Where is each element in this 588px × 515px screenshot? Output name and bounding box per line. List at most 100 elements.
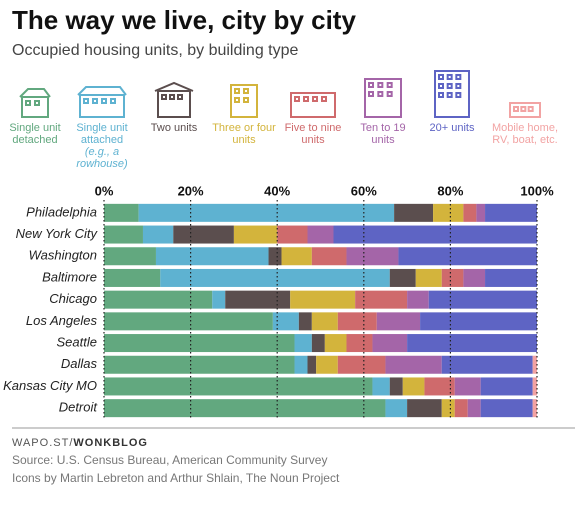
- bar-segment: [441, 268, 464, 287]
- bar-segment: [104, 247, 156, 266]
- bar-segment: [532, 377, 537, 396]
- bar-segment: [454, 377, 481, 396]
- icon-window: [101, 98, 107, 104]
- y-tick-label: Seattle: [57, 334, 97, 349]
- icon-window: [83, 98, 89, 104]
- bar-segment: [337, 312, 377, 331]
- icon-window: [455, 74, 462, 80]
- bar-segment: [476, 203, 486, 222]
- legend-icon: [154, 81, 194, 118]
- icon-body: [230, 84, 258, 118]
- bar-segment: [311, 247, 347, 266]
- y-tick-label: Chicago: [49, 291, 97, 306]
- footer-source: Source: U.S. Census Bureau, American Com…: [12, 453, 327, 467]
- bar-segment: [155, 247, 269, 266]
- bar-segment: [407, 334, 537, 353]
- bar-segment: [104, 355, 295, 374]
- icon-roof: [19, 88, 51, 98]
- legend-icon: [19, 88, 51, 118]
- bar-segment: [104, 203, 139, 222]
- bar-segment: [441, 399, 455, 418]
- bar-segment: [376, 312, 421, 331]
- bar-segment: [480, 399, 533, 418]
- legend-icon: [290, 92, 336, 118]
- icon-body: [157, 90, 191, 118]
- bar-segment: [233, 225, 278, 244]
- icon-window: [527, 106, 534, 112]
- bar-segment: [346, 247, 399, 266]
- legend-icon: [434, 70, 470, 118]
- legend-item: Ten to 19 units: [348, 122, 418, 146]
- bar-segment: [104, 399, 386, 418]
- legend-icon: [364, 78, 402, 118]
- bar-segment: [385, 355, 442, 374]
- icon-window: [446, 83, 453, 89]
- icon-window: [520, 106, 527, 112]
- bar-segment: [424, 377, 455, 396]
- icon-window: [243, 97, 249, 103]
- icon-window: [386, 82, 393, 88]
- icon-window: [438, 92, 444, 98]
- legend-note: (e.g., a rowhouse): [76, 146, 128, 170]
- bar-segment: [311, 334, 325, 353]
- chart-title: The way we live, city by city: [12, 5, 356, 35]
- footer-credits: Icons by Martin Lebreton and Arthur Shla…: [12, 471, 340, 485]
- x-tick-label: 20%: [178, 183, 204, 198]
- bar-segment: [420, 312, 537, 331]
- bar-segment: [415, 268, 442, 287]
- bar-segment: [407, 290, 429, 309]
- legend-label: Ten to 19 units: [360, 122, 406, 146]
- icon-body: [509, 102, 541, 118]
- icon-window: [243, 88, 249, 94]
- icon-window: [513, 106, 519, 112]
- bar-segment: [467, 399, 481, 418]
- bar-segment: [402, 377, 425, 396]
- bar-segment: [268, 247, 282, 266]
- bar-segment: [212, 290, 226, 309]
- icon-window: [25, 100, 31, 106]
- bar-segment: [355, 290, 408, 309]
- legend-label: Mobile home, RV, boat, etc.: [491, 122, 559, 146]
- icon-window: [368, 91, 374, 97]
- chart-subtitle: Occupied housing units, by building type: [12, 42, 299, 59]
- icon-window: [438, 74, 444, 80]
- y-tick-label: New York City: [16, 226, 99, 241]
- x-tick-label: 100%: [520, 183, 554, 198]
- y-tick-label: Los Angeles: [26, 313, 98, 328]
- bar-segment: [372, 377, 390, 396]
- bar-segment: [281, 247, 312, 266]
- legend-label: Single unit attached: [76, 122, 128, 146]
- bar-segment: [428, 290, 537, 309]
- bar-segment: [385, 399, 408, 418]
- icon-window: [34, 100, 40, 106]
- bar-segment: [463, 203, 477, 222]
- legend-icon: [509, 102, 541, 118]
- legend-item: 20+ units: [417, 122, 487, 134]
- icon-window: [92, 98, 98, 104]
- icon-window: [234, 97, 240, 103]
- icon-window: [169, 94, 175, 100]
- bar-segment: [441, 355, 533, 374]
- icon-window: [294, 96, 300, 102]
- bar-segment: [463, 268, 486, 287]
- bar-segment: [485, 203, 537, 222]
- y-tick-label: Washington: [29, 248, 97, 263]
- bar-segment: [333, 225, 537, 244]
- x-tick-label: 80%: [437, 183, 463, 198]
- bar-segment: [294, 334, 312, 353]
- bar-segment: [272, 312, 299, 331]
- y-tick-label: Baltimore: [42, 269, 97, 284]
- icon-body: [21, 96, 49, 118]
- bar-segment: [324, 334, 347, 353]
- bar-segment: [298, 312, 312, 331]
- legend-item: Three or four units: [209, 122, 279, 146]
- legend-icon: [230, 84, 258, 118]
- icon-window: [455, 83, 462, 89]
- icon-body: [290, 92, 336, 118]
- legend-item: Single unit attached (e.g., a rowhouse): [67, 122, 137, 170]
- legend-label: Single unit detached: [9, 122, 61, 146]
- icon-window: [377, 91, 384, 97]
- y-tick-label: Philadelphia: [26, 204, 97, 219]
- bar-segment: [316, 355, 338, 374]
